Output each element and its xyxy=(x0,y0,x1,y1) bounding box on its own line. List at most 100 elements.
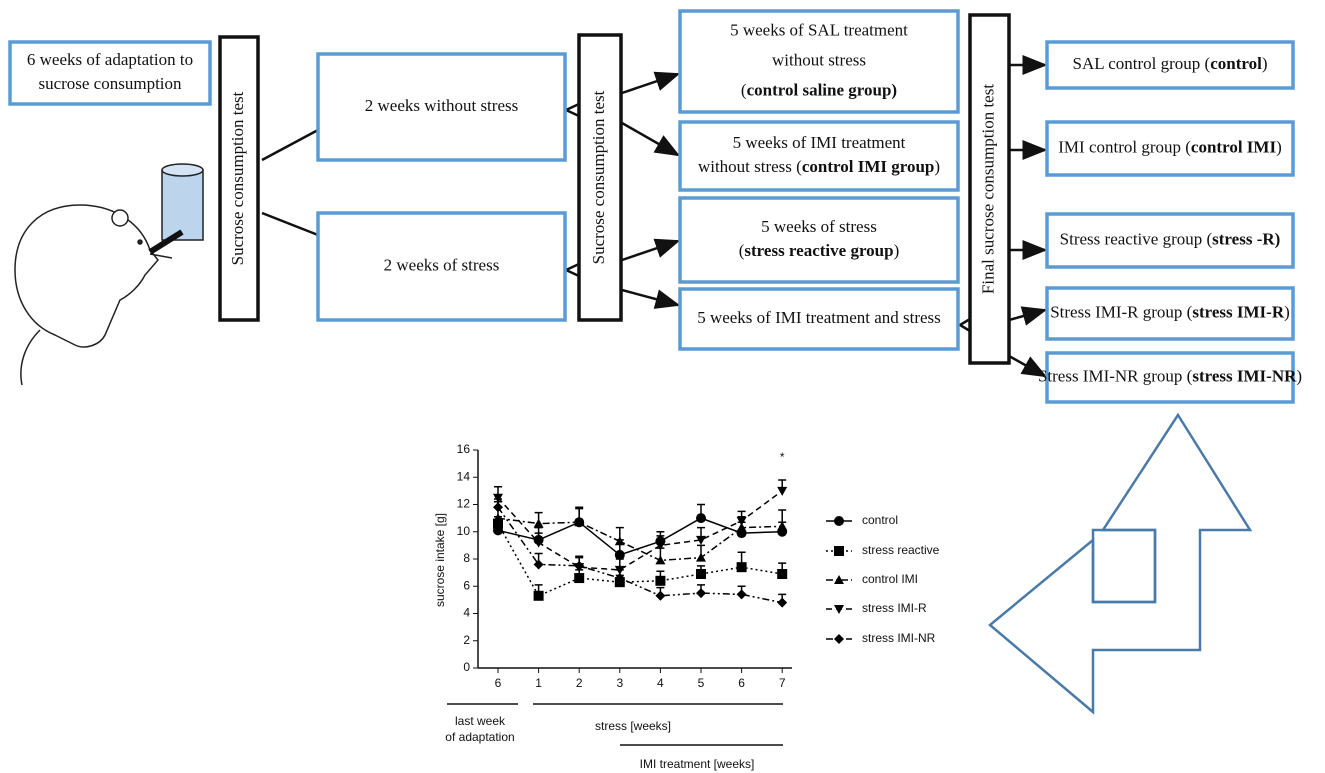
marker xyxy=(834,546,844,556)
test-box xyxy=(968,13,1011,365)
marker xyxy=(696,588,706,599)
x-tick-label: 6 xyxy=(738,676,745,690)
text-run: sucrose consumption xyxy=(38,74,182,93)
box-text: 5 weeks of IMI treatment and stress xyxy=(697,308,941,327)
box-text: Stress IMI-R group (stress IMI-R) xyxy=(1050,302,1290,321)
text-run: ) xyxy=(1262,54,1268,73)
box-text: without stress xyxy=(772,50,866,69)
box xyxy=(316,211,567,322)
marker xyxy=(533,538,544,548)
marker xyxy=(736,589,747,600)
box-text: (stress reactive group) xyxy=(739,241,900,260)
test-box xyxy=(577,33,623,322)
marker xyxy=(777,521,788,531)
box-text: 5 weeks of IMI treatment xyxy=(733,133,906,152)
box xyxy=(1045,40,1295,90)
marker xyxy=(696,535,706,545)
series-line xyxy=(497,517,783,556)
bold-run: stress reactive group xyxy=(744,241,893,260)
text-run: 5 weeks of SAL treatment xyxy=(730,20,908,39)
text-run: ( xyxy=(741,80,747,99)
bold-run: stress IMI-NR xyxy=(1192,366,1297,385)
bold-run: control IMI group xyxy=(802,157,935,176)
box xyxy=(1045,212,1295,269)
marker xyxy=(736,516,747,526)
y-axis-label: sucrose intake [g] xyxy=(433,513,447,607)
box xyxy=(1045,351,1295,404)
marker xyxy=(777,486,788,496)
sucrose-bottle xyxy=(148,163,204,255)
text-run: without stress xyxy=(772,50,866,69)
box xyxy=(678,120,960,192)
marker xyxy=(574,573,585,584)
text-run: 2 weeks of stress xyxy=(384,255,500,274)
marker xyxy=(655,575,666,586)
annotation: * xyxy=(780,450,785,464)
text-run: ) xyxy=(1284,302,1290,321)
period-label: stress [weeks] xyxy=(595,719,671,733)
period-label: IMI treatment [weeks] xyxy=(640,757,755,771)
text-run: Stress IMI-NR group ( xyxy=(1038,366,1193,385)
bold-run: control saline group) xyxy=(747,80,898,99)
text-run: SAL control group ( xyxy=(1072,54,1210,73)
x-tick-label: 2 xyxy=(576,676,583,690)
text-run: Stress IMI-R group ( xyxy=(1050,302,1192,321)
text-run: Stress reactive group ( xyxy=(1060,229,1213,248)
x-tick-label: 1 xyxy=(535,676,542,690)
marker xyxy=(574,560,585,571)
y-tick-label: 16 xyxy=(457,442,471,456)
marker xyxy=(493,513,503,523)
box-text: IMI control group (control IMI) xyxy=(1058,137,1282,156)
test-label: Final sucrose consumption test xyxy=(978,84,997,294)
text-run: IMI control group ( xyxy=(1058,137,1191,156)
box-text: 2 weeks of stress xyxy=(384,255,500,274)
box-text: 5 weeks of stress xyxy=(761,217,877,236)
marker xyxy=(493,502,503,513)
marker xyxy=(655,555,666,565)
x-tick-label: 7 xyxy=(779,676,786,690)
text-run: ) xyxy=(1296,366,1302,385)
box xyxy=(8,40,212,106)
box xyxy=(678,287,960,351)
series-line xyxy=(497,506,783,604)
marker xyxy=(696,568,706,579)
text-run: 6 weeks of adaptation to xyxy=(27,50,193,69)
test-box xyxy=(218,35,260,322)
marker xyxy=(834,575,844,584)
marker xyxy=(834,605,844,614)
text-run: 5 weeks of stress xyxy=(761,217,877,236)
marker xyxy=(736,562,747,573)
marker xyxy=(736,522,747,532)
box-text: Stress IMI-NR group (stress IMI-NR) xyxy=(1038,366,1302,385)
text-run: ) xyxy=(894,241,900,260)
marker xyxy=(614,549,625,560)
y-tick-label: 10 xyxy=(457,524,471,538)
box xyxy=(678,9,960,114)
text-run: 2 weeks without stress xyxy=(365,96,518,115)
marker xyxy=(834,516,844,526)
series-line xyxy=(497,517,783,562)
marker xyxy=(655,541,666,551)
box-text: 2 weeks without stress xyxy=(365,96,518,115)
text-run: 5 weeks of IMI treatment xyxy=(733,133,906,152)
y-tick-label: 0 xyxy=(463,660,470,674)
y-tick-label: 6 xyxy=(463,578,470,592)
legend-label: stress reactive xyxy=(862,543,940,557)
box-text: (control saline group) xyxy=(741,80,897,99)
test-label: Sucrose consumption test xyxy=(589,90,608,264)
marker xyxy=(696,513,706,524)
text-run: 5 weeks of IMI treatment and stress xyxy=(697,308,941,327)
box-text: without stress (control IMI group) xyxy=(698,157,940,176)
series-line xyxy=(497,523,783,597)
marker xyxy=(614,573,625,584)
text-run: ) xyxy=(934,157,940,176)
box xyxy=(678,196,960,284)
marker xyxy=(777,568,788,579)
bold-run: control xyxy=(1210,54,1262,73)
series-line xyxy=(497,490,783,571)
legend-label: control xyxy=(862,513,898,527)
y-tick-label: 14 xyxy=(457,469,471,483)
box-text: 6 weeks of adaptation to xyxy=(27,50,193,69)
